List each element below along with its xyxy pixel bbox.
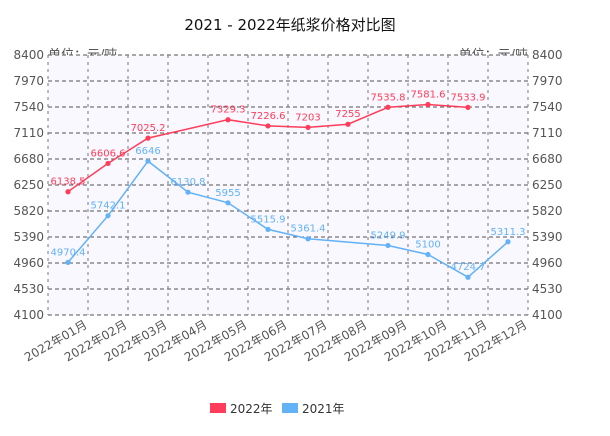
series-layer — [65, 101, 511, 280]
data-point — [265, 123, 271, 129]
data-label: 4970.4 — [51, 247, 86, 258]
data-label: 5955 — [215, 188, 240, 199]
legend: 2022年 2021年 — [210, 402, 345, 416]
y-tick-label-right: 4960 — [532, 256, 563, 270]
y-tick-label-left: 7970 — [13, 74, 44, 88]
data-label: 5100 — [415, 240, 440, 251]
data-point — [65, 259, 71, 265]
data-label: 7533.9 — [451, 92, 486, 103]
data-point — [105, 160, 111, 167]
data-label: 5515.9 — [251, 214, 286, 225]
y-tick-label-right: 6680 — [532, 152, 563, 166]
data-label: 6646 — [135, 146, 160, 157]
y-tick-label-left: 8400 — [13, 48, 44, 62]
y-tick-label-right: 7970 — [532, 74, 563, 88]
data-label: 6606.6 — [91, 148, 126, 159]
y-tick-label-left: 5390 — [13, 230, 44, 244]
data-label: 7535.8 — [371, 92, 406, 103]
y-tick-label-right: 8400 — [532, 48, 563, 62]
data-point — [225, 200, 231, 206]
data-label: 5249.9 — [371, 230, 406, 241]
data-point — [265, 226, 271, 232]
y-tick-label-right: 4530 — [532, 282, 563, 296]
y-tick-label-left: 4530 — [13, 282, 44, 296]
y-tick-label-left: 6680 — [13, 152, 44, 166]
data-point — [385, 242, 391, 249]
data-label: 7226.6 — [251, 111, 286, 122]
y-tick-label-left: 5820 — [13, 204, 44, 218]
data-point — [225, 117, 231, 123]
data-point — [425, 251, 431, 258]
data-point — [145, 135, 151, 141]
data-point — [185, 189, 191, 195]
series-line-0 — [67, 103, 469, 193]
y-tick-label-right: 7110 — [532, 126, 563, 140]
data-point — [465, 274, 471, 280]
legend-label: 2021年 — [302, 402, 345, 416]
data-point — [345, 121, 351, 127]
data-label: 6138.5 — [51, 177, 86, 188]
y-tick-label-right: 5820 — [532, 204, 563, 218]
legend-label: 2022年 — [230, 402, 273, 416]
data-point — [505, 239, 511, 245]
data-label-layer: 6138.5 6606.6 7025.2 7329.3 7226.6 7203 7255 75… — [51, 89, 526, 273]
data-label: 6130.8 — [171, 177, 206, 188]
data-label: 7581.6 — [411, 89, 446, 100]
y-tick-label-right: 5390 — [532, 230, 563, 244]
y-tick-label-right: 4100 — [532, 308, 563, 322]
y-tick-label-left: 7110 — [13, 126, 44, 140]
grid-layer — [47, 54, 529, 316]
data-point — [465, 104, 471, 110]
y-tick-label-right: 6250 — [532, 178, 563, 192]
legend-swatch — [282, 403, 298, 413]
y-tick-label-right: 7540 — [532, 100, 563, 114]
data-label: 7025.2 — [131, 123, 166, 134]
y-tick-label-left: 7540 — [13, 100, 44, 114]
data-point — [65, 189, 71, 195]
y-tick-label-left: 4960 — [13, 256, 44, 270]
data-point — [105, 213, 111, 219]
data-label: 7203 — [295, 112, 320, 123]
data-label: 5361.4 — [291, 224, 326, 235]
data-label: 5742.1 — [91, 201, 126, 212]
data-label: 7329.3 — [211, 105, 246, 116]
legend-swatch — [210, 403, 226, 413]
data-point — [385, 104, 391, 110]
data-point — [305, 124, 311, 130]
data-point — [145, 158, 151, 164]
y-tick-label-left: 6250 — [13, 178, 44, 192]
chart-title: 2021 - 2022年纸浆价格对比图 — [184, 16, 395, 34]
data-point — [305, 236, 311, 242]
data-label: 5311.3 — [491, 227, 526, 238]
data-label: 4724.7 — [451, 262, 486, 273]
data-label: 7255 — [335, 109, 360, 120]
y-tick-label-left: 4100 — [13, 308, 44, 322]
data-point — [425, 101, 431, 108]
